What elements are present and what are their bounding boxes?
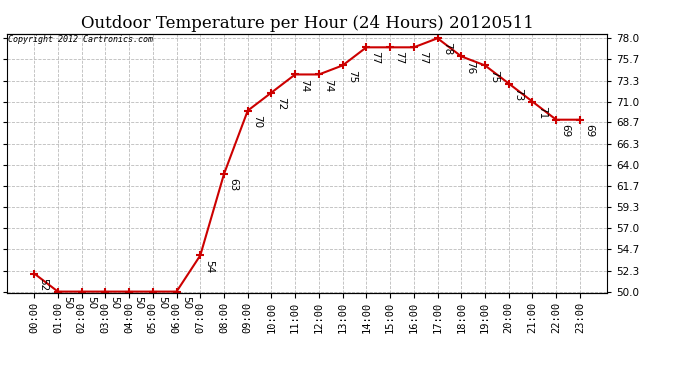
Text: 50: 50 (157, 296, 167, 309)
Text: 63: 63 (228, 178, 238, 191)
Text: 72: 72 (275, 97, 286, 110)
Text: 50: 50 (133, 296, 144, 309)
Title: Outdoor Temperature per Hour (24 Hours) 20120511: Outdoor Temperature per Hour (24 Hours) … (81, 15, 533, 32)
Text: 76: 76 (466, 60, 475, 74)
Text: 69: 69 (560, 124, 571, 137)
Text: 75: 75 (489, 70, 499, 83)
Text: 74: 74 (299, 79, 309, 92)
Text: 50: 50 (86, 296, 96, 309)
Text: 77: 77 (418, 51, 428, 65)
Text: 69: 69 (584, 124, 594, 137)
Text: 73: 73 (513, 88, 523, 101)
Text: 77: 77 (394, 51, 404, 65)
Text: 52: 52 (39, 278, 48, 291)
Text: 74: 74 (323, 79, 333, 92)
Text: 50: 50 (62, 296, 72, 309)
Text: 71: 71 (537, 106, 546, 119)
Text: Copyright 2012 Cartronics.com: Copyright 2012 Cartronics.com (8, 35, 153, 44)
Text: 75: 75 (347, 70, 357, 83)
Text: 70: 70 (252, 115, 262, 128)
Text: 50: 50 (110, 296, 119, 309)
Text: 78: 78 (442, 42, 452, 56)
Text: 77: 77 (371, 51, 380, 65)
Text: 50: 50 (181, 296, 190, 309)
Text: 54: 54 (204, 260, 215, 273)
